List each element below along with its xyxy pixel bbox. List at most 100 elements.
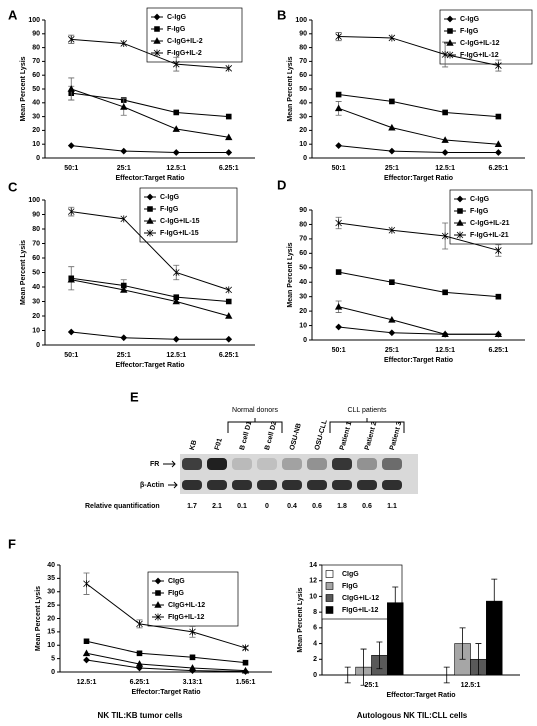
y-tick-label: 80 <box>32 44 40 51</box>
marker <box>120 103 128 110</box>
marker <box>388 226 396 234</box>
fr-band <box>382 458 402 470</box>
quant-value: 0.4 <box>287 503 297 510</box>
error-bar <box>392 586 399 619</box>
error-bar <box>376 641 383 670</box>
legend-swatch <box>325 582 334 590</box>
x-tick-label: 12.5:1 <box>461 682 481 689</box>
legend-swatch <box>325 606 334 614</box>
y-tick-label: 4 <box>313 640 317 647</box>
series-line <box>71 38 229 69</box>
legend-label: F-IgG <box>460 28 479 35</box>
series-line <box>338 145 499 153</box>
quant-value: 0.6 <box>362 503 372 510</box>
y-tick-label: 100 <box>28 17 40 24</box>
marker <box>172 60 180 68</box>
marker <box>120 286 128 293</box>
x-tick-label: 6.25:1 <box>130 679 150 686</box>
x-tick-label: 50:1 <box>332 165 346 172</box>
marker <box>388 34 396 42</box>
marker <box>225 133 233 141</box>
legend-box <box>139 187 238 243</box>
marker <box>153 13 161 21</box>
fr-band <box>207 458 227 470</box>
marker <box>67 328 75 336</box>
marker <box>155 590 161 596</box>
error-bar <box>475 643 482 676</box>
marker <box>495 149 502 156</box>
series-line <box>71 211 229 291</box>
marker <box>120 282 127 289</box>
series-line <box>71 88 229 138</box>
y-tick-label: 8 <box>313 609 317 616</box>
marker <box>495 62 502 70</box>
y-tick-label: 10 <box>309 593 317 600</box>
marker <box>154 26 160 32</box>
x-tick-label: 6.25:1 <box>488 347 508 354</box>
y-axis-title: Mean Percent Lysis <box>20 240 27 305</box>
x-tick-label: 50:1 <box>64 352 78 359</box>
quant-value: 1.1 <box>387 503 397 510</box>
marker <box>456 195 464 203</box>
panel-label: C <box>8 179 18 194</box>
x-tick-label: 12.5:1 <box>166 165 186 172</box>
y-tick-label: 50 <box>299 265 307 272</box>
series-line <box>86 652 246 672</box>
legend-label: FIgG <box>168 590 184 597</box>
x-tick-label: 6.25:1 <box>488 165 508 172</box>
legend-swatch <box>325 570 334 578</box>
marker <box>172 125 180 132</box>
legend-label: F-IgG+IL-21 <box>470 232 509 239</box>
marker <box>146 193 154 201</box>
marker <box>441 51 449 58</box>
legend-label: FIgG <box>342 583 358 590</box>
legend-label: C-IgG <box>460 16 480 23</box>
marker <box>83 580 90 588</box>
quant-value: 0.1 <box>237 503 247 510</box>
marker <box>189 654 196 661</box>
series-line <box>338 306 499 335</box>
y-axis-title: Mean Percent Lysis <box>297 587 304 652</box>
legend-swatch <box>325 594 334 602</box>
marker <box>83 638 90 645</box>
y-tick-label: 0 <box>313 672 317 679</box>
marker <box>441 330 449 338</box>
x-tick-label: 25:1 <box>385 165 399 172</box>
error-bar <box>491 578 498 624</box>
x-axis-title: Effector:Target Ratio <box>386 692 455 699</box>
marker <box>154 613 162 621</box>
error-bar <box>459 627 466 660</box>
series-line <box>86 640 246 664</box>
y-tick-label: 40 <box>32 284 40 291</box>
actin-band <box>182 480 202 490</box>
marker <box>225 286 233 294</box>
marker <box>389 98 395 105</box>
y-tick-label: 30 <box>47 589 55 596</box>
actin-band <box>207 480 227 490</box>
marker <box>335 91 342 98</box>
series-line <box>338 94 499 118</box>
error-bar <box>360 648 367 686</box>
lane-label: OSU-NB <box>289 422 303 450</box>
error-bar <box>443 666 450 684</box>
legend-label: C-IgG+IL-12 <box>460 40 500 47</box>
y-tick-label: 90 <box>299 207 307 214</box>
y-tick-label: 100 <box>28 197 40 204</box>
marker <box>441 232 449 240</box>
lane-label: B cell D1 <box>239 421 253 451</box>
y-tick-label: 0 <box>303 155 307 162</box>
marker <box>446 15 454 23</box>
marker <box>456 231 464 239</box>
marker <box>147 206 153 212</box>
y-tick-label: 30 <box>299 113 307 120</box>
y-tick-label: 30 <box>32 113 40 120</box>
y-tick-label: 14 <box>309 562 317 569</box>
y-tick-label: 60 <box>32 255 40 262</box>
marker <box>225 113 232 120</box>
y-tick-label: 60 <box>299 250 307 257</box>
legend-label: CIgG <box>168 578 185 585</box>
marker <box>441 136 449 143</box>
marker <box>136 620 143 628</box>
legend-label: CIgG <box>342 571 359 578</box>
error-bar <box>344 666 351 684</box>
